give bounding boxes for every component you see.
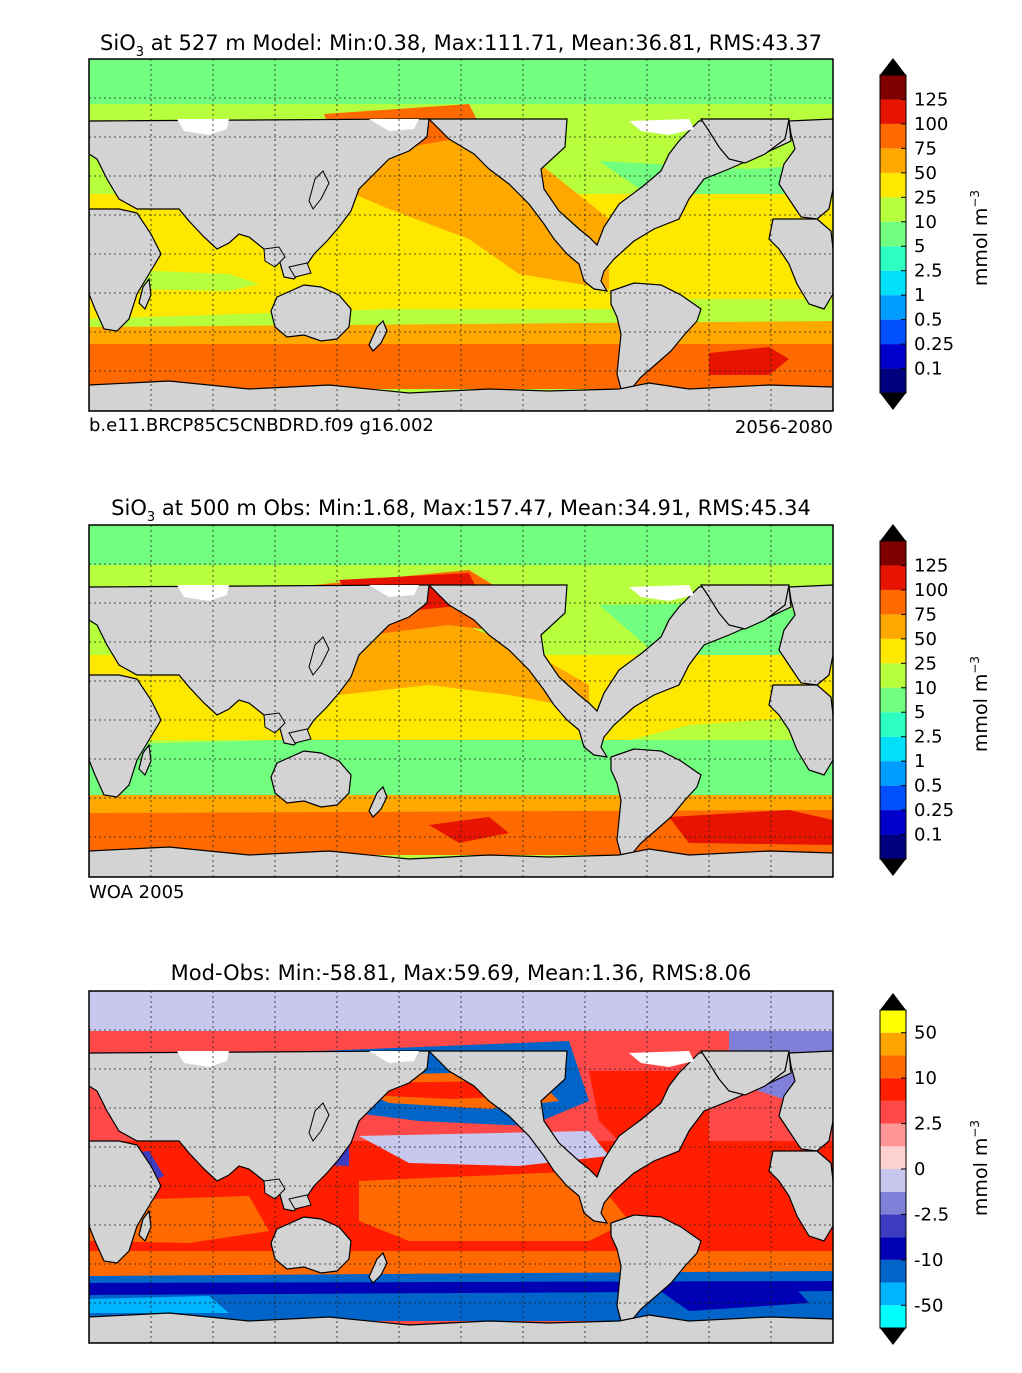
colorbar-frame [879, 540, 907, 860]
panel-title: SiO3 at 500 m Obs: Min:1.68, Max:157.47,… [111, 496, 811, 525]
colorbar-swatch [880, 541, 906, 566]
colorbar-swatch [880, 614, 906, 639]
colorbar-swatch [880, 1191, 906, 1215]
colorbar-swatch [880, 1055, 906, 1079]
colorbar-tick-label: 125 [914, 89, 948, 110]
colorbar-swatch [880, 1010, 906, 1033]
colorbar-tick-label: 2.5 [914, 261, 943, 282]
colorbar-tick-label: 25 [914, 187, 937, 208]
colorbar-swatch [880, 687, 906, 713]
colorbar-swatch [880, 1259, 906, 1283]
colorbar-swatch [880, 663, 906, 688]
colorbar-extend-max [880, 993, 906, 1010]
colorbar-tick-label: 125 [914, 555, 948, 576]
colorbar-swatch [880, 565, 906, 590]
colorbar-extend-min [880, 393, 906, 410]
colorbar-frame [879, 74, 907, 394]
colorbar-tick-label: 100 [914, 114, 948, 135]
panel-difference: Mod-Obs: Min:-58.81, Max:59.69, Mean:1.3… [88, 961, 992, 1345]
colorbar-extend-min [880, 859, 906, 876]
colorbar-tick-label: -10 [914, 1250, 943, 1271]
colorbar-tick-label: 10 [914, 1068, 937, 1089]
colorbar-swatch [880, 1282, 906, 1306]
colorbar-swatch [880, 1305, 906, 1328]
colorbar-swatch [880, 1237, 906, 1260]
colorbar-swatch [880, 1214, 906, 1238]
colorbar-swatch [880, 197, 906, 222]
colorbar-unit-label: mmol m−3 [968, 190, 992, 286]
colorbar-swatch [880, 785, 906, 811]
colorbar-tick-label: 75 [914, 604, 937, 625]
colorbar-tick-label: 50 [914, 163, 937, 184]
years-note: 2056-2080 [735, 417, 833, 438]
colorbar-tick-label: 10 [914, 678, 937, 699]
colorbar-swatch [880, 246, 906, 271]
colorbar-tick-label: 50 [914, 629, 937, 650]
colorbar-swatch [880, 1032, 906, 1056]
colorbar-swatch [880, 761, 906, 786]
colorbar-swatch [880, 810, 906, 835]
run-name-note: b.e11.BRCP85C5CNBDRD.f09 g16.002 [89, 415, 434, 436]
colorbar-swatch [880, 270, 906, 296]
colorbar-swatch [880, 148, 906, 173]
colorbar-swatch [880, 221, 906, 247]
colorbar-tick-label: 100 [914, 580, 948, 601]
colorbar-swatch [880, 638, 906, 664]
colorbar-tick-label: 5 [914, 702, 925, 723]
panel-model: SiO3 at 527 m Model: Min:0.38, Max:111.7… [88, 31, 992, 438]
colorbar-extend-max [880, 524, 906, 541]
map-difference [88, 990, 834, 1344]
colorbar-tick-label: -50 [914, 1295, 943, 1316]
colorbar-tick-label: 2.5 [914, 727, 943, 748]
colorbar-swatch [880, 589, 906, 615]
colorbar-tick-label: 0.25 [914, 334, 954, 355]
colorbar-swatch [880, 344, 906, 369]
colorbar-tick-label: 1 [914, 751, 925, 772]
colorbar-swatch [880, 834, 906, 859]
colorbar-model: 0.1 0.25 0.5 1 2.5 5 10 25 50 75 100 125 [879, 58, 954, 410]
map-obs [88, 524, 834, 878]
colorbar-tick-label: 2.5 [914, 1114, 943, 1135]
colorbar-difference: -50 -10 -2.5 0 2.5 10 50 [879, 993, 949, 1345]
panel-title: Mod-Obs: Min:-58.81, Max:59.69, Mean:1.3… [171, 961, 752, 985]
colorbar-swatch [880, 736, 906, 762]
colorbar-tick-label: 50 [914, 1023, 937, 1044]
colorbar-tick-label: 0.5 [914, 310, 943, 331]
panel-title: SiO3 at 527 m Model: Min:0.38, Max:111.7… [100, 31, 822, 60]
colorbar-swatch [880, 368, 906, 393]
colorbar-tick-label: 0 [914, 1159, 925, 1180]
colorbar-tick-label: 1 [914, 285, 925, 306]
colorbar-swatch [880, 75, 906, 100]
colorbar-swatch [880, 99, 906, 124]
colorbar-swatch [880, 1078, 906, 1101]
colorbar-swatch [880, 172, 906, 198]
panel-obs: SiO3 at 500 m Obs: Min:1.68, Max:157.47,… [88, 496, 992, 903]
colorbar-swatch [880, 123, 906, 149]
dataset-note: WOA 2005 [89, 882, 185, 903]
colorbar-unit-label: mmol m−3 [968, 656, 992, 752]
colorbar-swatch [880, 295, 906, 320]
colorbar-tick-label: 5 [914, 236, 925, 257]
colorbar-tick-label: 75 [914, 138, 937, 159]
colorbar-swatch [880, 1123, 906, 1147]
colorbar-unit-label: mmol m−3 [968, 1120, 992, 1216]
colorbar-tick-label: 25 [914, 653, 937, 674]
colorbar-extend-max [880, 58, 906, 75]
colorbar-swatch [880, 1169, 906, 1192]
colorbar-extend-min [880, 1328, 906, 1345]
colorbar-tick-label: 0.1 [914, 359, 943, 380]
colorbar-swatch [880, 319, 906, 345]
colorbar-tick-label: 0.5 [914, 776, 943, 797]
map-model [88, 58, 834, 412]
colorbar-obs: 0.1 0.25 0.5 1 2.5 5 10 25 50 75 100 125 [879, 524, 954, 876]
colorbar-tick-label: 0.25 [914, 800, 954, 821]
colorbar-swatch [880, 1100, 906, 1124]
colorbar-tick-label: 10 [914, 212, 937, 233]
colorbar-tick-label: 0.1 [914, 825, 943, 846]
colorbar-swatch [880, 712, 906, 737]
colorbar-swatch [880, 1146, 906, 1169]
colorbar-tick-label: -2.5 [914, 1204, 949, 1225]
